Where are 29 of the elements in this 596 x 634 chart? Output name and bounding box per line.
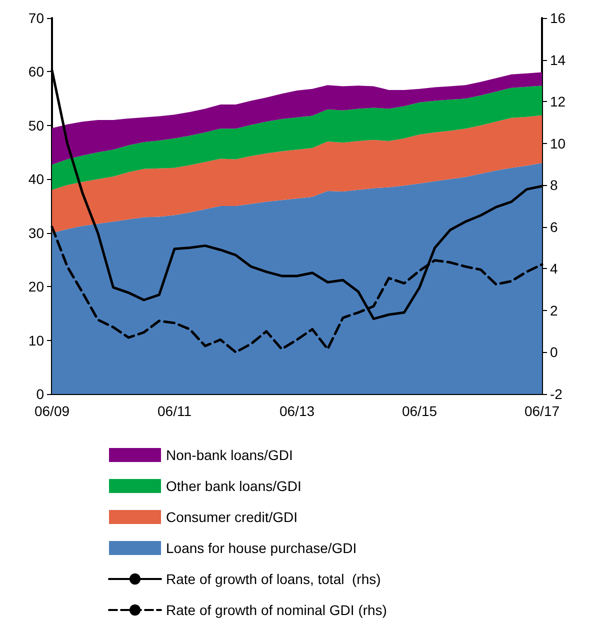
y-tick-label: 30 (28, 224, 44, 241)
legend-label: Rate of growth of loans, total (rhs) (166, 571, 381, 587)
y2-tick-label: 10 (550, 135, 566, 152)
x-tick-label: 06/11 (158, 403, 192, 419)
y2-tick-label: 14 (550, 52, 566, 68)
legend-label: Rate of growth of nominal GDI (rhs) (166, 602, 387, 618)
y-tick-label: 20 (28, 278, 44, 295)
legend-label: Loans for house purchase/GDI (166, 540, 357, 556)
legend-label: Other bank loans/GDI (166, 478, 302, 494)
y2-tick-label: 16 (550, 10, 566, 26)
y2-tick-label: 8 (550, 177, 558, 194)
y-tick-label: 0 (36, 386, 44, 402)
x-tick-label: 06/15 (402, 403, 438, 419)
y2-tick-label: -2 (550, 386, 563, 402)
x-tick-label: 06/13 (279, 403, 315, 419)
y-tick-label: 40 (28, 171, 44, 188)
x-tick-label: 06/17 (524, 403, 560, 419)
x-tick-label: 06/09 (34, 403, 70, 419)
y2-tick-label: 2 (550, 302, 558, 318)
y-tick-label: 50 (28, 117, 44, 134)
y2-tick-label: 12 (550, 94, 566, 110)
legend-label: Consumer credit/GDI (166, 509, 298, 525)
legend-label: Non-bank loans/GDI (166, 447, 293, 463)
y2-tick-label: 0 (550, 344, 558, 360)
y-tick-label: 70 (28, 10, 44, 26)
y2-tick-label: 4 (550, 260, 558, 277)
y-tick-label: 10 (28, 332, 44, 348)
y2-tick-label: 6 (550, 218, 558, 235)
y-tick-label: 60 (28, 64, 44, 80)
